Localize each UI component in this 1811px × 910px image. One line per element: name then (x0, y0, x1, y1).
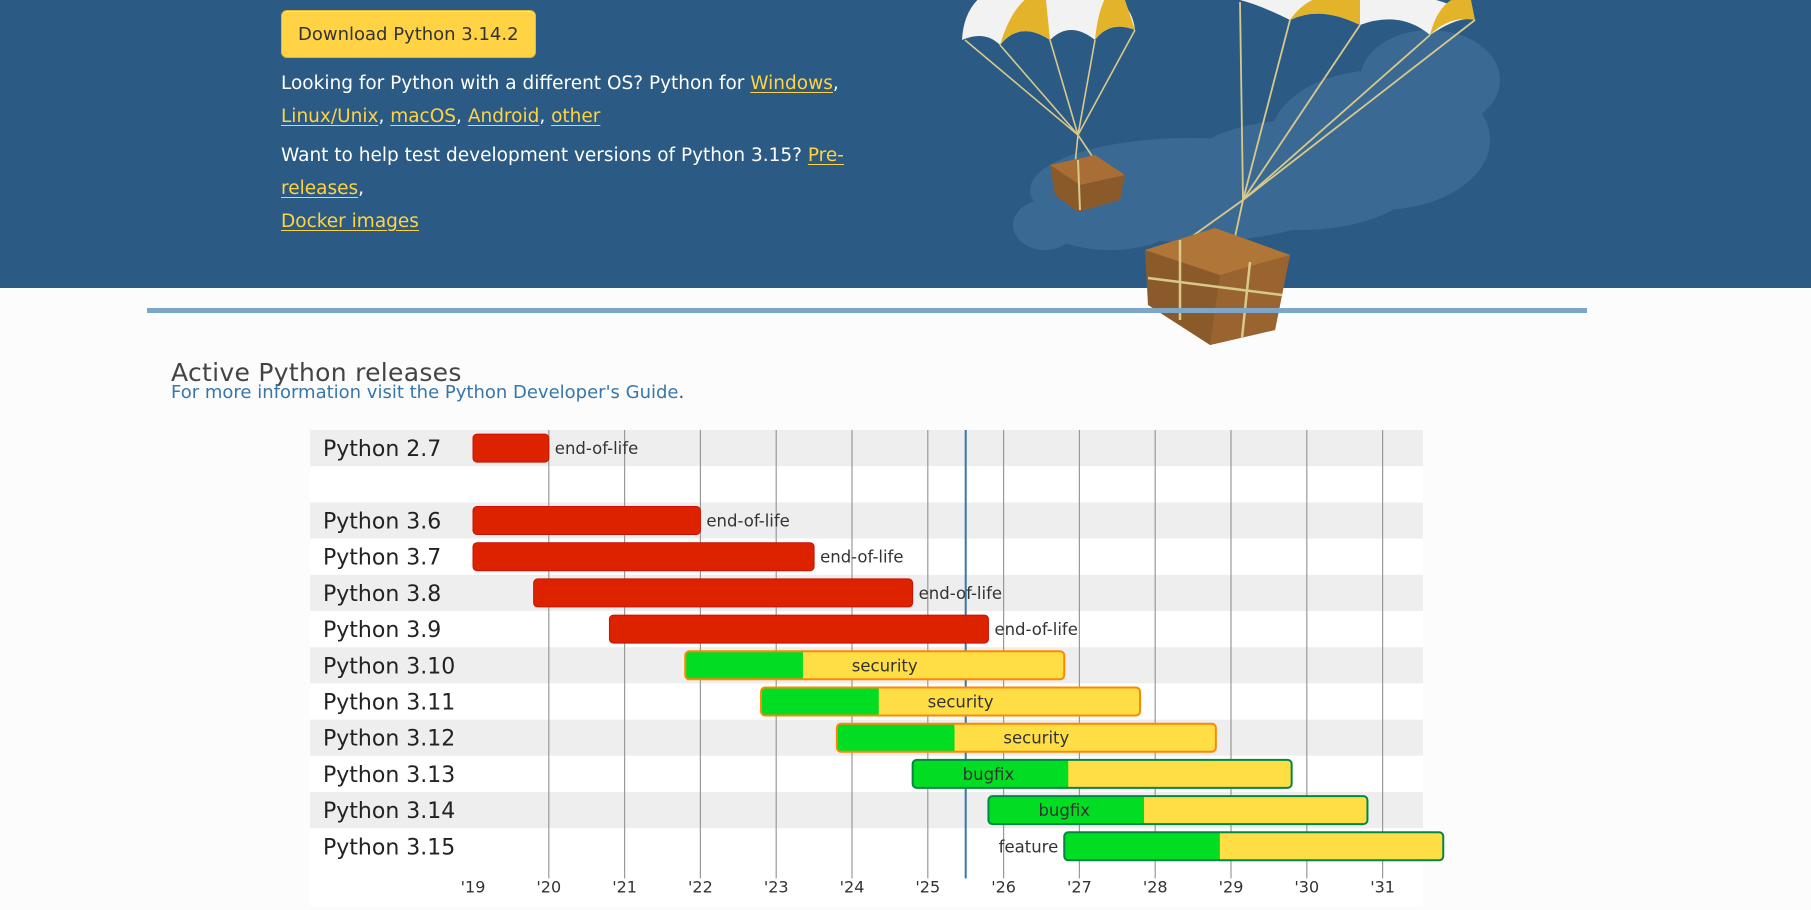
bar-outline (987, 795, 1369, 826)
release-label: Python 3.14 (323, 799, 455, 824)
status-label: end-of-life (820, 548, 903, 567)
section-divider (147, 308, 1587, 313)
bugfix-bar-join (794, 651, 803, 680)
status-label: end-of-life (706, 512, 789, 531)
dev-versions-text: Want to help test development versions o… (281, 145, 844, 232)
release-label: Python 3.9 (323, 618, 441, 643)
x-tick-label: '29 (1219, 877, 1244, 896)
docker-images-link[interactable]: Docker images (281, 211, 419, 232)
bugfix-bar (1064, 832, 1216, 861)
bar-outline (760, 686, 1142, 717)
x-tick-label: '31 (1370, 877, 1395, 896)
eol-bar (533, 578, 914, 608)
bugfix-bar-join (1211, 832, 1220, 861)
bugfix-bar (761, 687, 875, 716)
x-tick-label: '24 (840, 877, 865, 896)
status-label: security (1003, 729, 1069, 748)
x-tick-label: '25 (915, 877, 940, 896)
eol-bar (472, 433, 550, 463)
x-tick-label: '28 (1143, 877, 1168, 896)
bugfix-bar (685, 651, 799, 680)
status-label: security (928, 693, 994, 712)
status-label: end-of-life (994, 620, 1077, 639)
other-link[interactable]: other (551, 106, 601, 127)
small-crate-icon (1050, 155, 1125, 212)
eol-bar (472, 506, 701, 535)
bugfix-bar (912, 759, 1065, 788)
x-tick-label: '27 (1067, 877, 1092, 896)
bugfix-bar-join (946, 723, 955, 752)
x-tick-label: '22 (688, 877, 713, 896)
x-tick-label: '26 (991, 877, 1016, 896)
x-tick-label: '30 (1294, 877, 1319, 896)
developer-guide-link[interactable]: For more information visit the Python De… (171, 382, 679, 403)
parachute-illustration (962, 0, 1500, 261)
section-title: Active Python releases (171, 357, 462, 387)
guide-link-line: For more information visit the Python De… (171, 382, 685, 403)
release-label: Python 2.7 (323, 437, 441, 462)
status-label: end-of-life (919, 584, 1002, 603)
bugfix-bar-join (1136, 796, 1145, 825)
pre-releases-link[interactable]: Pre-releases (281, 145, 844, 199)
eol-bar (608, 614, 989, 644)
release-label: Python 3.6 (323, 510, 441, 535)
x-tick-label: '23 (764, 877, 789, 896)
release-label: Python 3.11 (323, 691, 455, 716)
bar-outline (684, 650, 1066, 681)
x-tick-label: '19 (461, 877, 486, 896)
status-label: feature (999, 837, 1059, 856)
bar-outline (1063, 831, 1445, 862)
bar-outline (835, 722, 1217, 753)
download-python-button[interactable]: Download Python 3.14.2 (281, 10, 536, 58)
status-label: bugfix (963, 765, 1015, 784)
status-label: end-of-life (555, 439, 638, 458)
bugfix-bar-join (1060, 759, 1069, 788)
x-tick-label: '20 (536, 877, 561, 896)
hero-banner: Download Python 3.14.2 Looking for Pytho… (0, 0, 1811, 288)
status-label: bugfix (1038, 801, 1090, 820)
macos-link[interactable]: macOS (390, 106, 457, 127)
bugfix-bar (988, 796, 1141, 825)
status-label: security (852, 656, 918, 675)
windows-link[interactable]: Windows (750, 73, 833, 94)
x-tick-label: '21 (612, 877, 637, 896)
release-label: Python 3.13 (323, 763, 455, 788)
eol-bar (472, 542, 815, 572)
linux-unix-link[interactable]: Linux/Unix (281, 106, 379, 127)
release-label: Python 3.15 (323, 835, 455, 860)
bar-outline (911, 758, 1293, 789)
release-label: Python 3.8 (323, 582, 441, 607)
other-os-text: Looking for Python with a different OS? … (281, 73, 839, 127)
release-label: Python 3.7 (323, 546, 441, 571)
release-label: Python 3.12 (323, 727, 455, 752)
android-link[interactable]: Android (467, 106, 540, 127)
bugfix-bar (836, 723, 951, 752)
bugfix-bar-join (870, 687, 879, 716)
release-label: Python 3.10 (323, 654, 455, 679)
